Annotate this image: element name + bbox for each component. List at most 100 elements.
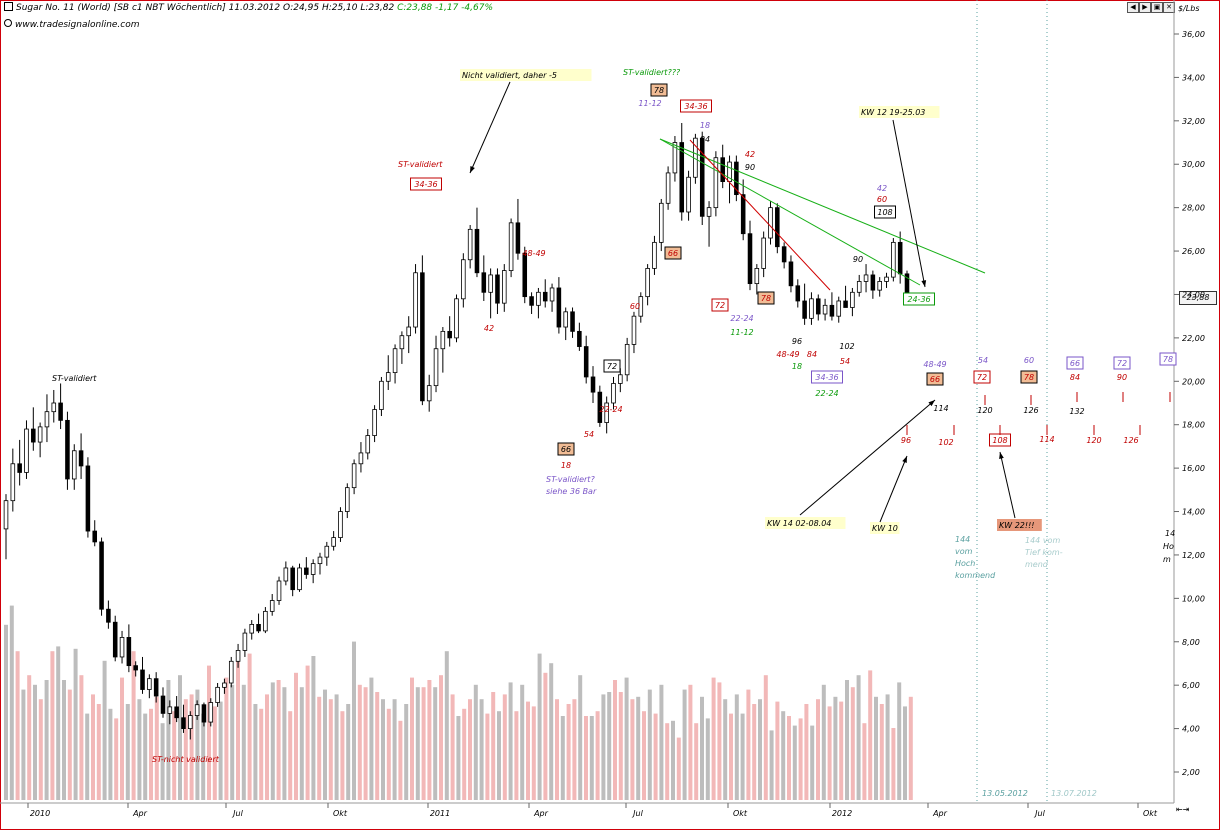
number-label: 96 bbox=[792, 337, 802, 346]
volume-bar bbox=[265, 694, 269, 800]
horizontal-scroll-arrows[interactable]: ⇤⇥ bbox=[1176, 805, 1190, 814]
volume-bar bbox=[381, 699, 385, 800]
label-box bbox=[1159, 352, 1177, 366]
volume-bar bbox=[659, 684, 664, 800]
volume-bar bbox=[421, 687, 426, 800]
volume-bar bbox=[357, 684, 362, 800]
label-box bbox=[757, 291, 775, 305]
volume-bar bbox=[584, 716, 588, 800]
number-label: 18 bbox=[700, 121, 710, 130]
number-label: 42 bbox=[484, 324, 494, 333]
candle-body bbox=[174, 706, 179, 719]
y-tick-label: 10,00 bbox=[1182, 594, 1205, 603]
annotation-text: 14 bbox=[1165, 529, 1175, 538]
volume-bar bbox=[44, 680, 49, 800]
number-label: 54 bbox=[840, 357, 850, 366]
volume-bar bbox=[195, 689, 200, 800]
number-label: 96 bbox=[901, 436, 911, 445]
volume-bar bbox=[212, 706, 217, 800]
volume-bar bbox=[502, 694, 507, 800]
candle-body bbox=[597, 391, 603, 423]
candle-body bbox=[345, 487, 350, 512]
volume-bar bbox=[763, 675, 768, 800]
number-label: 84 bbox=[807, 350, 817, 359]
annotation-bg bbox=[997, 519, 1042, 531]
volume-bar bbox=[253, 704, 258, 800]
scroll-right-icon[interactable]: ▶ bbox=[1139, 2, 1151, 13]
volume-bar bbox=[566, 704, 571, 800]
candle-body bbox=[822, 304, 828, 315]
label-box bbox=[1066, 356, 1084, 370]
candle-body bbox=[713, 157, 719, 209]
volume-bar bbox=[415, 687, 420, 800]
copyright-icon bbox=[4, 19, 12, 27]
number-label: 66 bbox=[1070, 359, 1080, 368]
candle-body bbox=[488, 274, 493, 293]
candle-body bbox=[167, 706, 173, 714]
arrow-head bbox=[902, 456, 907, 463]
volume-bar bbox=[862, 723, 867, 800]
annotation-text: Tief kom- bbox=[1025, 548, 1063, 557]
candle-body bbox=[474, 228, 480, 274]
candle-body bbox=[242, 632, 248, 651]
candle-body bbox=[638, 296, 644, 317]
candle-body bbox=[317, 556, 323, 565]
annotation-text: KW 10 bbox=[872, 524, 898, 533]
annotation-arrow bbox=[999, 451, 1016, 519]
chart-title: Sugar No. 11 (World) [SB c1 NBT Wöchentl… bbox=[16, 3, 281, 13]
volume-bar bbox=[96, 704, 101, 800]
annotation-text: ST-validiert? bbox=[546, 475, 595, 484]
volume-bar bbox=[114, 718, 119, 800]
candle-body bbox=[699, 137, 705, 217]
candle-body bbox=[65, 419, 70, 480]
label-box bbox=[903, 292, 935, 306]
restore-window-icon[interactable]: ▣ bbox=[1151, 2, 1163, 13]
volume-bar bbox=[607, 692, 612, 800]
scroll-left-icon[interactable]: ◀ bbox=[1127, 2, 1139, 13]
number-label: 120 bbox=[1086, 436, 1101, 445]
number-label: 72 bbox=[607, 362, 617, 371]
candle-body bbox=[706, 207, 712, 217]
candle-body bbox=[106, 608, 111, 623]
arrow-head bbox=[999, 452, 1004, 459]
candle-body bbox=[78, 450, 84, 467]
volume-bar bbox=[520, 684, 525, 800]
volume-bar bbox=[183, 699, 188, 800]
label-box bbox=[680, 99, 712, 113]
annotation-text: ST-validiert bbox=[398, 160, 443, 169]
candle-body bbox=[481, 272, 487, 293]
candle-body bbox=[522, 252, 528, 298]
annotation-arrow bbox=[892, 119, 926, 288]
number-label: 34-36 bbox=[414, 180, 437, 189]
candle-body bbox=[461, 259, 466, 300]
x-tick-label: Apr bbox=[132, 809, 148, 818]
volume-bar bbox=[363, 687, 368, 800]
candle-body bbox=[420, 272, 425, 402]
number-label: 48-49 bbox=[923, 360, 946, 369]
candle-body bbox=[843, 300, 848, 308]
label-box bbox=[603, 359, 621, 373]
candle-body bbox=[297, 567, 302, 591]
number-label: 102 bbox=[938, 438, 953, 447]
chart-header: Sugar No. 11 (World) [SB c1 NBT Wöchentl… bbox=[4, 2, 493, 13]
candle-body bbox=[37, 426, 43, 443]
volume-bar bbox=[821, 684, 826, 800]
y-tick-label: 26,00 bbox=[1182, 247, 1205, 256]
candle-body bbox=[508, 222, 514, 271]
x-tick-label: Okt bbox=[333, 809, 348, 818]
candle-body bbox=[440, 330, 446, 350]
volume-bar bbox=[688, 684, 693, 800]
number-label: 114 bbox=[1039, 435, 1054, 444]
candle-body bbox=[51, 402, 57, 413]
annotation-bg bbox=[870, 522, 900, 534]
volume-bar bbox=[839, 701, 844, 800]
y-tick-label: 12,00 bbox=[1182, 551, 1205, 560]
candle-body bbox=[126, 637, 132, 667]
volume-bar bbox=[334, 694, 339, 800]
arrow-head bbox=[470, 166, 475, 173]
candle-body bbox=[467, 228, 473, 261]
label-box bbox=[874, 205, 896, 219]
candle-body bbox=[686, 176, 691, 213]
candle-body bbox=[624, 343, 630, 376]
